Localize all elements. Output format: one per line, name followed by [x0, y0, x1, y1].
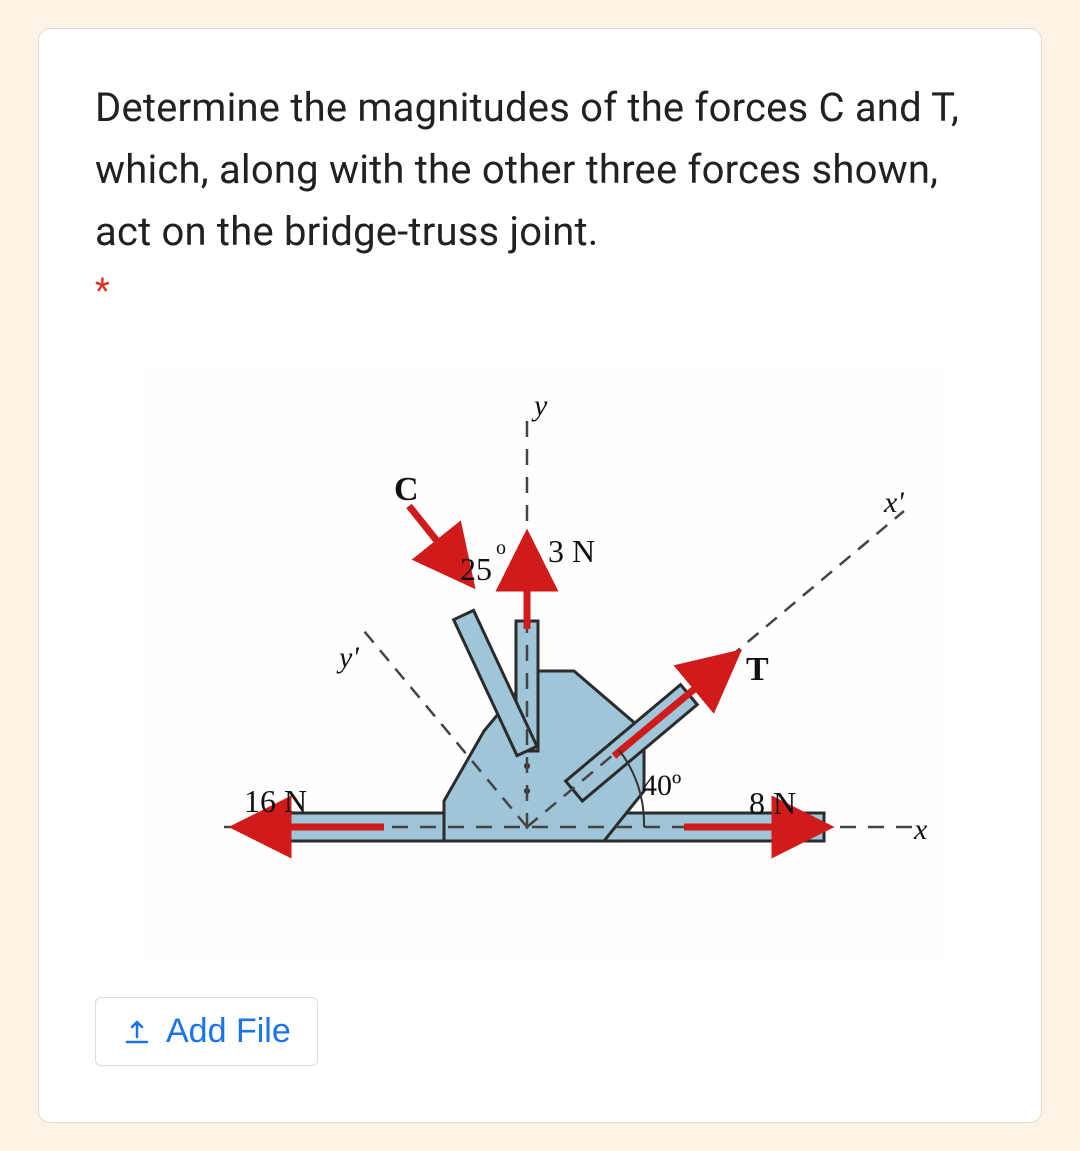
- c-label: C: [394, 471, 419, 509]
- y-prime-label: y': [339, 641, 359, 675]
- diagram-svg: [144, 371, 944, 961]
- y-axis-label: y: [534, 389, 547, 423]
- upload-icon: [122, 1017, 152, 1047]
- x-prime-label: x': [884, 486, 904, 520]
- force-8n-label: 8 N: [749, 785, 796, 822]
- bridge-truss-diagram: y x x' y' C T 25 o 3 N 40º 8 N 16 N: [144, 371, 944, 961]
- question-card: Determine the magnitudes of the forces C…: [38, 28, 1042, 1123]
- force-3n-label: 3 N: [548, 533, 595, 570]
- angle-40-label: 40º: [642, 769, 681, 803]
- add-file-label: Add File: [166, 1012, 291, 1051]
- angle-25-deg: o: [496, 537, 506, 560]
- required-asterisk: *: [95, 271, 993, 311]
- force-16n-label: 16 N: [244, 783, 307, 820]
- add-file-button[interactable]: Add File: [95, 997, 318, 1066]
- force-t: [614, 656, 734, 756]
- x-axis-label: x: [914, 813, 927, 847]
- angle-25-label: 25: [460, 551, 492, 588]
- question-text: Determine the magnitudes of the forces C…: [95, 77, 993, 263]
- t-label: T: [746, 651, 769, 689]
